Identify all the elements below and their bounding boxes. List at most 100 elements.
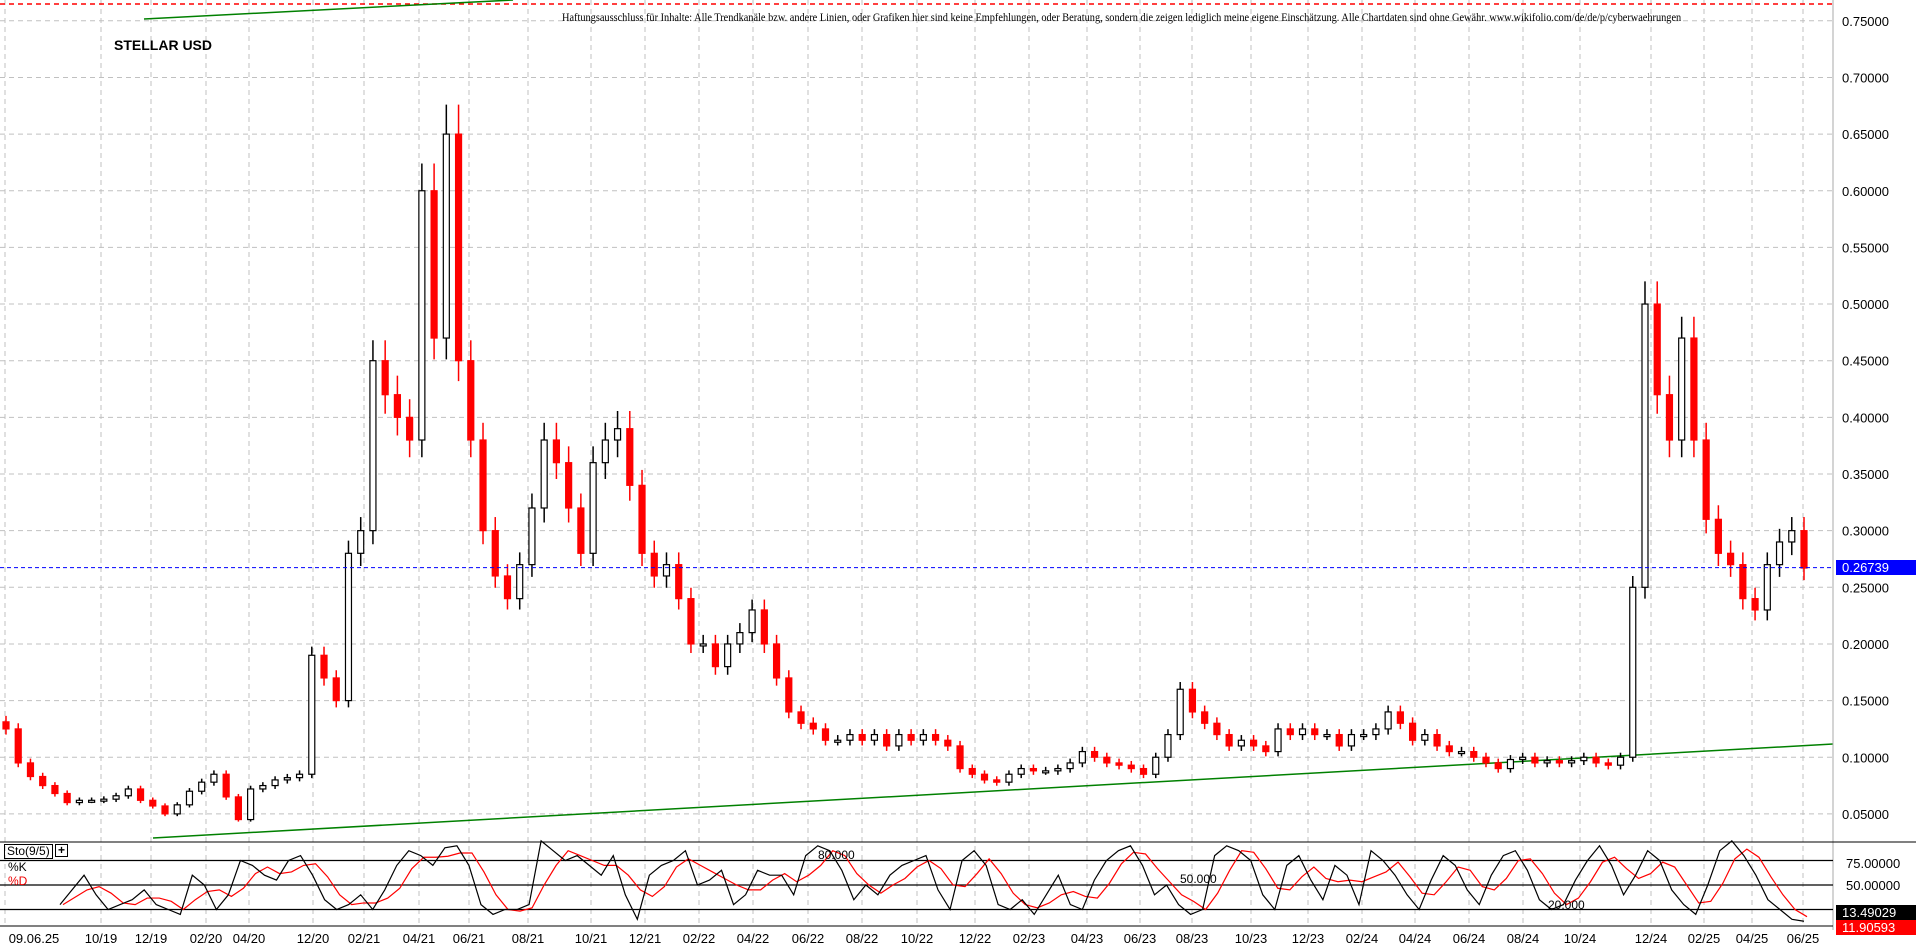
time-tick-label: 12/24 [1635, 931, 1668, 946]
candle-down [491, 530, 499, 577]
time-tick-label: 12/21 [629, 931, 662, 946]
candle-up [259, 784, 267, 790]
time-tick-label: 08/22 [846, 931, 879, 946]
candle-down [1739, 564, 1747, 600]
candle-up [662, 564, 671, 577]
candle-up [540, 439, 548, 509]
candle-up [308, 654, 316, 775]
time-tick-label: 02/24 [1346, 931, 1379, 946]
time-tick-label: 02/25 [1688, 931, 1721, 946]
candle-down [1201, 711, 1209, 724]
candle-up [1274, 728, 1282, 753]
candle-down [944, 739, 952, 747]
candle-up [1360, 733, 1368, 738]
lower-trendline[interactable] [152, 743, 1834, 839]
candle-up [88, 799, 96, 803]
candle-down [1090, 750, 1099, 758]
price-tick-label: 0.15000 [1842, 694, 1889, 709]
upper-trendline[interactable] [143, 0, 514, 20]
candle-up [1237, 739, 1245, 747]
candle-up [1457, 750, 1466, 755]
add-indicator-button[interactable]: + [55, 844, 68, 857]
price-tick-label: 0.65000 [1842, 127, 1889, 142]
time-tick-label: 06/22 [792, 931, 825, 946]
candle-down [565, 462, 573, 509]
candle-up [1519, 756, 1527, 761]
candle-down [797, 711, 805, 724]
candle-down [1225, 733, 1233, 747]
time-tick-label: 08/21 [512, 931, 545, 946]
time-tick-label: 12/20 [297, 931, 330, 946]
candle-up [699, 643, 707, 647]
candle-up [1054, 767, 1062, 772]
d-line [62, 848, 1808, 918]
candle-down [1335, 733, 1343, 747]
disclaimer-text: Haftungsausschluss für Inhalte: Alle Tre… [562, 10, 1682, 24]
time-tick-label: 10/21 [575, 931, 608, 946]
candle-up [283, 777, 291, 781]
candle-up [442, 133, 450, 339]
time-tick-label: 04/22 [737, 931, 770, 946]
time-tick-label: 09.06.25 [9, 931, 60, 946]
candle-up [528, 507, 536, 566]
candle-down [577, 507, 585, 554]
candle-up [295, 773, 304, 779]
candle-up [418, 190, 426, 441]
candle-down [1103, 756, 1111, 764]
candle-down [161, 805, 169, 815]
candle-up [589, 462, 597, 554]
candle-down [626, 428, 634, 486]
candle-up [1017, 767, 1025, 775]
candle-down [980, 773, 989, 781]
candle-down [711, 643, 720, 668]
candle-up [1323, 733, 1331, 738]
candle-up [1421, 733, 1429, 741]
candle-down [1213, 722, 1221, 736]
candle-up [834, 739, 842, 743]
candle-down [1690, 337, 1698, 441]
chart-title: STELLAR USD [114, 37, 212, 53]
current-price-label: 0.26739 [1836, 559, 1916, 575]
candle-down [26, 762, 35, 778]
time-tick-label: 12/19 [135, 931, 168, 946]
candle-up [736, 632, 744, 645]
candle-up [1616, 756, 1625, 766]
candle-up [1298, 728, 1307, 736]
candle-down [821, 728, 830, 741]
candle-up [1629, 586, 1637, 758]
stochastic-indicator-label[interactable]: Sto(9/5) [4, 844, 53, 859]
time-tick-label: 10/23 [1235, 931, 1268, 946]
candle-down [907, 733, 915, 741]
candle-down [883, 733, 891, 747]
candle-up [75, 799, 83, 804]
candle-down [968, 767, 976, 775]
candle-up [100, 798, 108, 802]
time-tick-label: 04/24 [1399, 931, 1432, 946]
candle-down [14, 728, 22, 764]
candle-up [1580, 756, 1588, 762]
candle-down [1127, 764, 1135, 770]
candle-down [760, 609, 768, 645]
candle-up [1775, 541, 1784, 566]
candle-down [234, 796, 242, 821]
candle-down [931, 733, 940, 741]
level-label-bottom: 20.000 [1548, 898, 1585, 912]
candle-up [124, 788, 132, 797]
candle-down [381, 360, 389, 396]
candle-up [1005, 773, 1013, 783]
candle-up [357, 530, 365, 554]
price-axis: 0.05000 0.10000 0.15000 0.20000 0.25000 0.300… [1832, 0, 1889, 930]
candle-down [1262, 745, 1270, 753]
candle-up [1788, 530, 1796, 543]
time-tick-label: 02/21 [348, 931, 381, 946]
candle-down [809, 722, 817, 730]
candle-up [1763, 564, 1771, 611]
time-tick-label: 06/24 [1453, 931, 1486, 946]
time-tick-label: 10/24 [1564, 931, 1597, 946]
candle-down [1665, 394, 1674, 441]
price-tick-label: 0.20000 [1842, 637, 1889, 652]
candle-down [1249, 739, 1258, 747]
candle-up [1347, 733, 1356, 747]
price-tick-label: 0.60000 [1842, 184, 1889, 199]
candle-down [1592, 756, 1600, 764]
